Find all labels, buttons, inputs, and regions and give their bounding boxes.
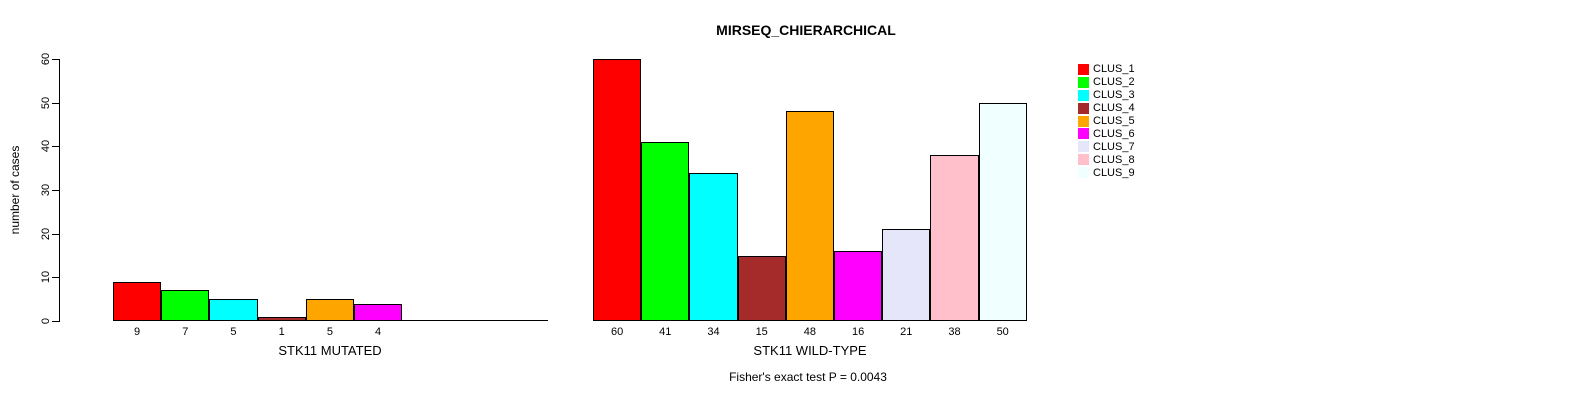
- bar-clus-9-mutated: [498, 320, 548, 321]
- bar-clus-1-wildtype: [593, 59, 642, 321]
- bar-clus-5-mutated: [305, 299, 354, 321]
- bar-clus-8-mutated: [450, 320, 500, 321]
- y-tick-label: 20: [40, 227, 52, 240]
- legend-swatch-icon: [1078, 115, 1089, 127]
- legend-row: CLUS_5: [1078, 115, 1135, 128]
- bar-value-label: 5: [230, 326, 237, 338]
- legend-label: CLUS_5: [1093, 115, 1135, 127]
- legend-label: CLUS_1: [1093, 63, 1135, 76]
- bar-clus-3-mutated: [209, 299, 258, 321]
- y-tick: [52, 277, 60, 279]
- legend-swatch-icon: [1078, 102, 1089, 114]
- bar-clus-8-wildtype: [930, 155, 979, 321]
- bar-clus-7-wildtype: [882, 229, 931, 321]
- bar-value-label: 7: [182, 326, 189, 338]
- legend-row: CLUS_1: [1078, 63, 1135, 76]
- y-tick: [52, 146, 60, 148]
- legend-swatch-icon: [1078, 128, 1089, 140]
- y-tick: [52, 190, 60, 191]
- y-tick-label: 50: [40, 96, 52, 109]
- bar-value-label: 34: [707, 326, 720, 338]
- y-axis-label: number of cases: [8, 145, 22, 235]
- y-tick-label: 30: [40, 183, 52, 197]
- bar-value-label: 9: [134, 326, 141, 338]
- legend-label: CLUS_3: [1093, 89, 1135, 102]
- legend-label: CLUS_9: [1093, 166, 1135, 179]
- y-tick: [52, 102, 60, 104]
- legend-row: CLUS_9: [1078, 166, 1135, 179]
- bar-value-label: 38: [948, 326, 961, 338]
- legend-row: CLUS_4: [1078, 102, 1135, 115]
- bar-clus-6-wildtype: [834, 251, 883, 321]
- legend-swatch-icon: [1078, 89, 1089, 101]
- bar-clus-9-wildtype: [978, 102, 1027, 321]
- legend-label: CLUS_8: [1093, 153, 1135, 166]
- legend-label: CLUS_2: [1093, 76, 1135, 89]
- y-tick: [52, 233, 60, 235]
- legend-row: CLUS_3: [1078, 89, 1135, 102]
- bar-value-label: 48: [803, 326, 817, 338]
- bar-value-label: 50: [996, 326, 1009, 338]
- bar-clus-1-mutated: [113, 281, 162, 321]
- bar-clus-4-wildtype: [737, 255, 786, 321]
- legend-swatch-icon: [1078, 76, 1089, 88]
- legend-label: CLUS_7: [1093, 140, 1135, 153]
- legend: CLUS_1 CLUS_2 CLUS_3 CLUS_4 CLUS_5 CLUS_6 CLUS…: [1078, 63, 1135, 179]
- bar-value-label: 15: [755, 326, 768, 338]
- bar-clus-5-wildtype: [785, 111, 834, 321]
- bar-clus-3-wildtype: [689, 172, 738, 321]
- legend-row: CLUS_2: [1078, 76, 1135, 89]
- bar-clus-2-wildtype: [641, 141, 690, 321]
- y-tick-label: 40: [40, 140, 52, 153]
- legend-swatch-icon: [1078, 167, 1089, 179]
- y-tick: [52, 321, 60, 322]
- bar-value-label: 41: [659, 326, 672, 338]
- y-tick-label: 0: [40, 317, 52, 325]
- legend-label: CLUS_6: [1093, 127, 1135, 140]
- legend-row: CLUS_7: [1078, 140, 1135, 153]
- bar-clus-7-mutated: [402, 320, 452, 321]
- x-axis-label-mutated: STK11 MUTATED: [278, 343, 382, 358]
- bar-clus-6-mutated: [354, 303, 403, 321]
- bar-value-label: 16: [851, 326, 865, 338]
- footnote: Fisher's exact test P = 0.0043: [729, 370, 887, 384]
- legend-row: CLUS_6: [1078, 127, 1135, 140]
- legend-row: CLUS_8: [1078, 153, 1135, 166]
- bar-value-label: 60: [610, 326, 624, 338]
- y-tick-label: 60: [40, 52, 52, 66]
- legend-swatch-icon: [1078, 154, 1089, 166]
- bar-clus-4-mutated: [257, 316, 306, 321]
- chart-title: MIRSEQ_CHIERARCHICAL: [716, 22, 896, 38]
- bar-value-label: 1: [278, 326, 285, 338]
- legend-label: CLUS_4: [1093, 102, 1135, 115]
- y-tick-label: 10: [40, 271, 52, 284]
- legend-swatch-icon: [1078, 63, 1089, 75]
- bar-value-label: 21: [900, 326, 913, 338]
- bar-clus-2-mutated: [161, 290, 210, 321]
- legend-swatch-icon: [1078, 141, 1089, 153]
- x-axis-label-wildtype: STK11 WILD-TYPE: [753, 343, 867, 358]
- bar-value-label: 4: [375, 326, 382, 338]
- y-tick: [52, 59, 60, 60]
- bar-value-label: 5: [326, 326, 333, 338]
